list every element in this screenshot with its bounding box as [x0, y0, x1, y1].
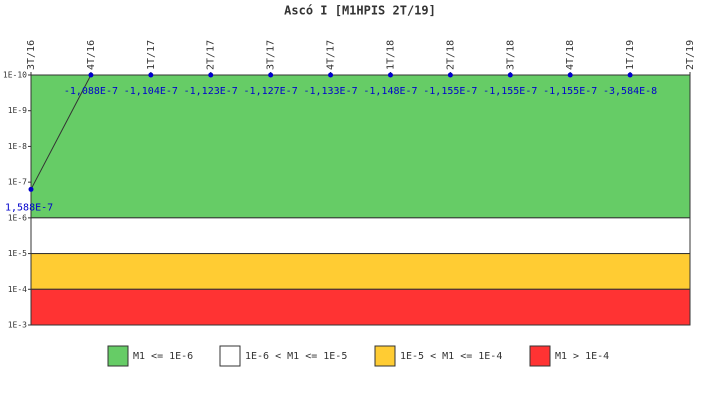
legend-label: 1E-6 < M1 <= 1E-5 [245, 351, 347, 362]
x-tick-label: 1T/17 [146, 40, 157, 70]
data-point [447, 72, 453, 78]
y-tick-label: 1E-9 [8, 106, 27, 115]
x-tick-label: 2T/18 [445, 40, 456, 70]
data-point [627, 72, 633, 78]
data-label: -1,155E-7 [483, 86, 537, 97]
x-tick-label: 3T/17 [266, 40, 277, 70]
data-label: -1,148E-7 [363, 86, 417, 97]
y-tick-label: 1E-6 [8, 213, 27, 222]
x-tick-label: 2T/17 [206, 40, 217, 70]
legend-swatch [219, 345, 241, 367]
data-point [28, 186, 34, 192]
data-label: -1,133E-7 [303, 86, 357, 97]
data-point [208, 72, 214, 78]
data-label: -1,123E-7 [184, 86, 238, 97]
data-label: -3,584E-8 [603, 86, 657, 97]
data-point [268, 72, 274, 78]
data-label: 1,588E-7 [5, 202, 53, 213]
x-tick-label: 3T/18 [505, 40, 516, 70]
y-tick-label: 1E-7 [8, 178, 27, 187]
data-label: -1,155E-7 [423, 86, 477, 97]
y-tick-label: 1E-10 [3, 71, 27, 80]
legend-swatch [529, 345, 551, 367]
legend-swatch [107, 345, 129, 367]
data-point [328, 72, 334, 78]
data-label: -1,127E-7 [244, 86, 298, 97]
data-label: -1,104E-7 [124, 86, 178, 97]
data-label: -1,155E-7 [543, 86, 597, 97]
data-point [387, 72, 393, 78]
legend-swatch [374, 345, 396, 367]
band [30, 253, 691, 290]
legend-label: M1 > 1E-4 [555, 351, 609, 362]
data-point [567, 72, 573, 78]
data-point [507, 72, 513, 78]
chart-title: Ascó I [M1HPIS 2T/19] [284, 4, 436, 18]
y-tick-label: 1E-3 [8, 321, 27, 330]
x-tick-label: 2T/19 [685, 40, 696, 70]
y-tick-label: 1E-8 [8, 142, 27, 151]
band [30, 288, 691, 326]
x-tick-label: 4T/18 [565, 40, 576, 70]
y-tick-label: 1E-4 [8, 285, 27, 294]
legend-label: M1 <= 1E-6 [133, 351, 193, 362]
x-tick-label: 4T/17 [326, 40, 337, 70]
data-point [88, 72, 94, 78]
x-tick-label: 1T/18 [385, 40, 396, 70]
x-tick-label: 3T/16 [26, 40, 37, 70]
x-tick-label: 4T/16 [86, 40, 97, 70]
data-label: -1,088E-7 [64, 86, 118, 97]
band [30, 217, 691, 255]
legend-label: 1E-5 < M1 <= 1E-4 [400, 351, 502, 362]
data-point [148, 72, 154, 78]
band [30, 74, 691, 219]
x-tick-label: 1T/19 [625, 40, 636, 70]
y-tick-label: 1E-5 [8, 249, 27, 258]
